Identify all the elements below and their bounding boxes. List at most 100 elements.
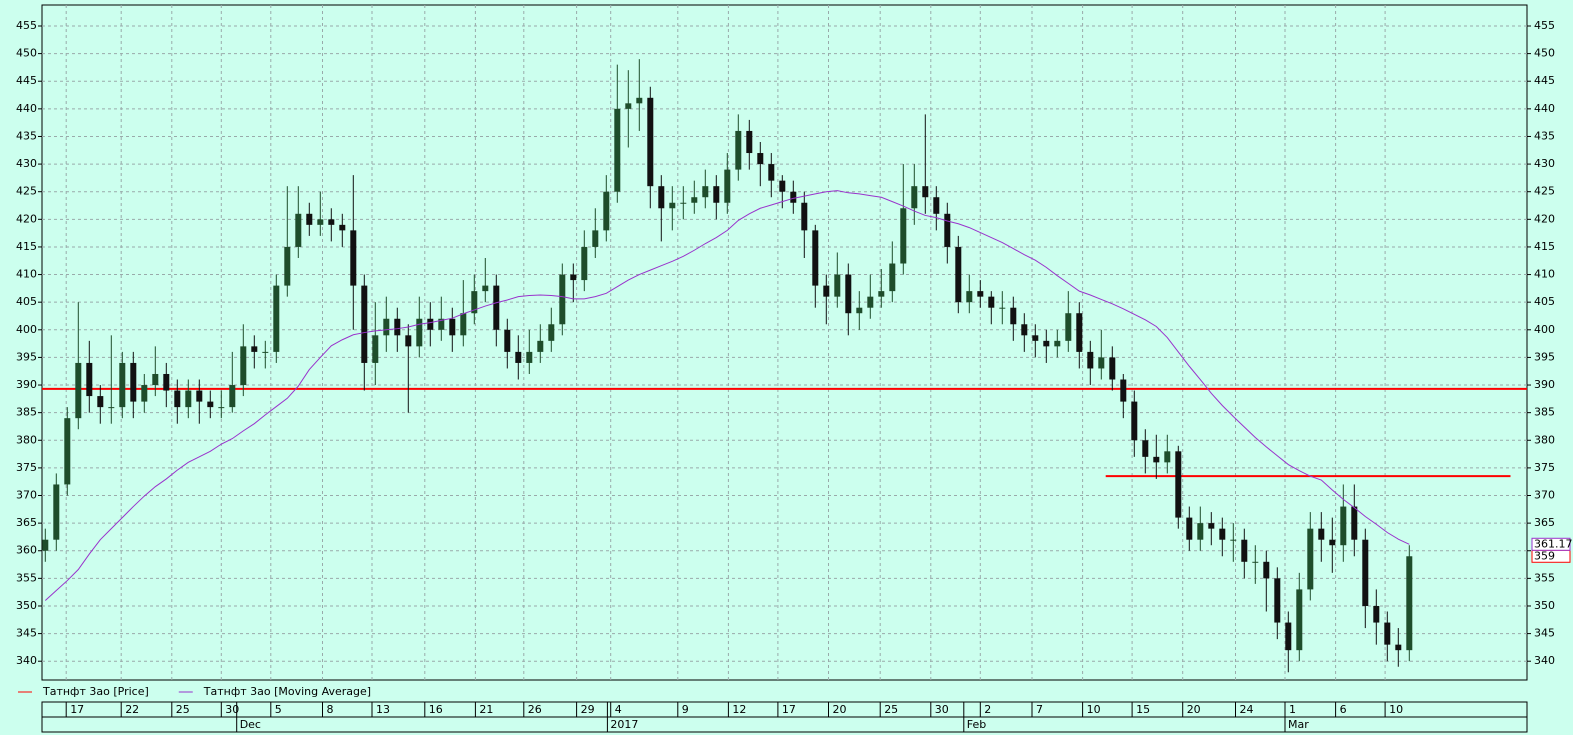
candle-body xyxy=(306,213,313,225)
candle-body xyxy=(647,97,654,187)
x-tick-label: 21 xyxy=(479,703,493,716)
candle-body xyxy=(394,318,401,336)
x-tick-label: 4 xyxy=(615,703,622,716)
y-tick-label: 400 xyxy=(16,323,37,336)
candle-body xyxy=(427,318,434,330)
last-value-label: 361.17 xyxy=(1534,537,1573,550)
candle-body xyxy=(1153,456,1160,463)
candle-body xyxy=(416,318,423,347)
y-tick-label: 345 xyxy=(16,627,37,640)
candle-body xyxy=(1241,539,1248,562)
candle-body xyxy=(1131,401,1138,441)
candle-body xyxy=(669,202,676,209)
candle-body xyxy=(1087,351,1094,369)
candle-body xyxy=(196,390,203,402)
y-tick-label: 385 xyxy=(1534,406,1555,419)
y-tick-label: 395 xyxy=(16,350,37,363)
candle-body xyxy=(405,335,412,347)
candle-body xyxy=(240,346,247,386)
candle-body xyxy=(438,318,445,330)
candle-body xyxy=(1252,561,1259,563)
y-tick-label: 425 xyxy=(16,185,37,198)
x-tick-label: 6 xyxy=(1340,703,1347,716)
x-tick-label: 17 xyxy=(782,703,796,716)
candle-body xyxy=(284,246,291,286)
candle-body xyxy=(548,324,555,341)
y-tick-label: 450 xyxy=(1534,47,1555,60)
candle-body xyxy=(64,418,71,485)
x-tick-label: 22 xyxy=(125,703,139,716)
candle-body xyxy=(295,213,302,247)
y-tick-label: 455 xyxy=(1534,19,1555,32)
candle-body xyxy=(1120,379,1127,402)
y-tick-label: 435 xyxy=(1534,129,1555,142)
candle-body xyxy=(251,346,258,352)
candle-body xyxy=(1098,357,1105,369)
candle-body xyxy=(790,191,797,203)
candle-body xyxy=(163,373,170,391)
candle-body xyxy=(1010,307,1017,325)
candle-body xyxy=(625,103,632,109)
x-tick-label: 25 xyxy=(884,703,898,716)
candle-body xyxy=(757,153,764,165)
y-tick-label: 430 xyxy=(1534,157,1555,170)
x-tick-label: 15 xyxy=(1136,703,1150,716)
candle-body xyxy=(856,307,863,314)
y-tick-label: 340 xyxy=(1534,654,1555,667)
x-tick-label: 10 xyxy=(1389,703,1403,716)
y-tick-label: 435 xyxy=(16,129,37,142)
candle-body xyxy=(86,362,93,397)
x-tick-label: 10 xyxy=(1087,703,1101,716)
candle-body xyxy=(262,351,269,353)
y-tick-label: 395 xyxy=(1534,350,1555,363)
plot-area xyxy=(41,4,1528,681)
candle-body xyxy=(823,285,830,297)
candle-body xyxy=(97,396,104,408)
candle-body xyxy=(460,313,467,336)
candle-body xyxy=(658,186,665,209)
y-tick-label: 455 xyxy=(16,19,37,32)
y-tick-label: 430 xyxy=(16,157,37,170)
candle-body xyxy=(372,335,379,363)
y-tick-label: 380 xyxy=(16,433,37,446)
candle-body xyxy=(812,230,819,286)
candle-body xyxy=(878,291,885,297)
x-tick-label: 1 xyxy=(1289,703,1296,716)
candle-body xyxy=(1186,517,1193,540)
candle-body xyxy=(713,186,720,203)
candle-body xyxy=(537,340,544,352)
candle-body xyxy=(273,285,280,352)
candle-body xyxy=(317,219,324,225)
x-tick-label: 30 xyxy=(935,703,949,716)
y-tick-label: 375 xyxy=(1534,461,1555,474)
x-axis-row xyxy=(41,716,1528,733)
y-tick-label: 410 xyxy=(1534,268,1555,281)
candle-body xyxy=(1076,313,1083,352)
y-tick-label: 445 xyxy=(16,74,37,87)
y-tick-label: 370 xyxy=(1534,489,1555,502)
candle-body xyxy=(119,362,126,408)
candle-body xyxy=(702,186,709,198)
moving-average-line xyxy=(44,190,1410,601)
candle-body xyxy=(614,108,621,192)
candle-body xyxy=(636,97,643,104)
candle-body xyxy=(746,130,753,154)
x-tick-label: 24 xyxy=(1240,703,1254,716)
candle-body xyxy=(988,296,995,308)
y-tick-label: 420 xyxy=(1534,212,1555,225)
candle-body xyxy=(1164,451,1171,463)
candle-body xyxy=(42,539,49,551)
y-tick-label: 440 xyxy=(16,102,37,115)
candle-body xyxy=(735,130,742,170)
y-tick-label: 450 xyxy=(16,47,37,60)
y-tick-label: 370 xyxy=(16,489,37,502)
candle-body xyxy=(779,180,786,192)
candle-body xyxy=(1318,528,1325,540)
y-tick-label: 445 xyxy=(1534,74,1555,87)
last-value-label: 359 xyxy=(1534,549,1555,562)
x-month-label: Feb xyxy=(967,718,986,731)
candle-body xyxy=(570,274,577,281)
candle-body xyxy=(515,351,522,363)
candle-body xyxy=(900,208,907,264)
